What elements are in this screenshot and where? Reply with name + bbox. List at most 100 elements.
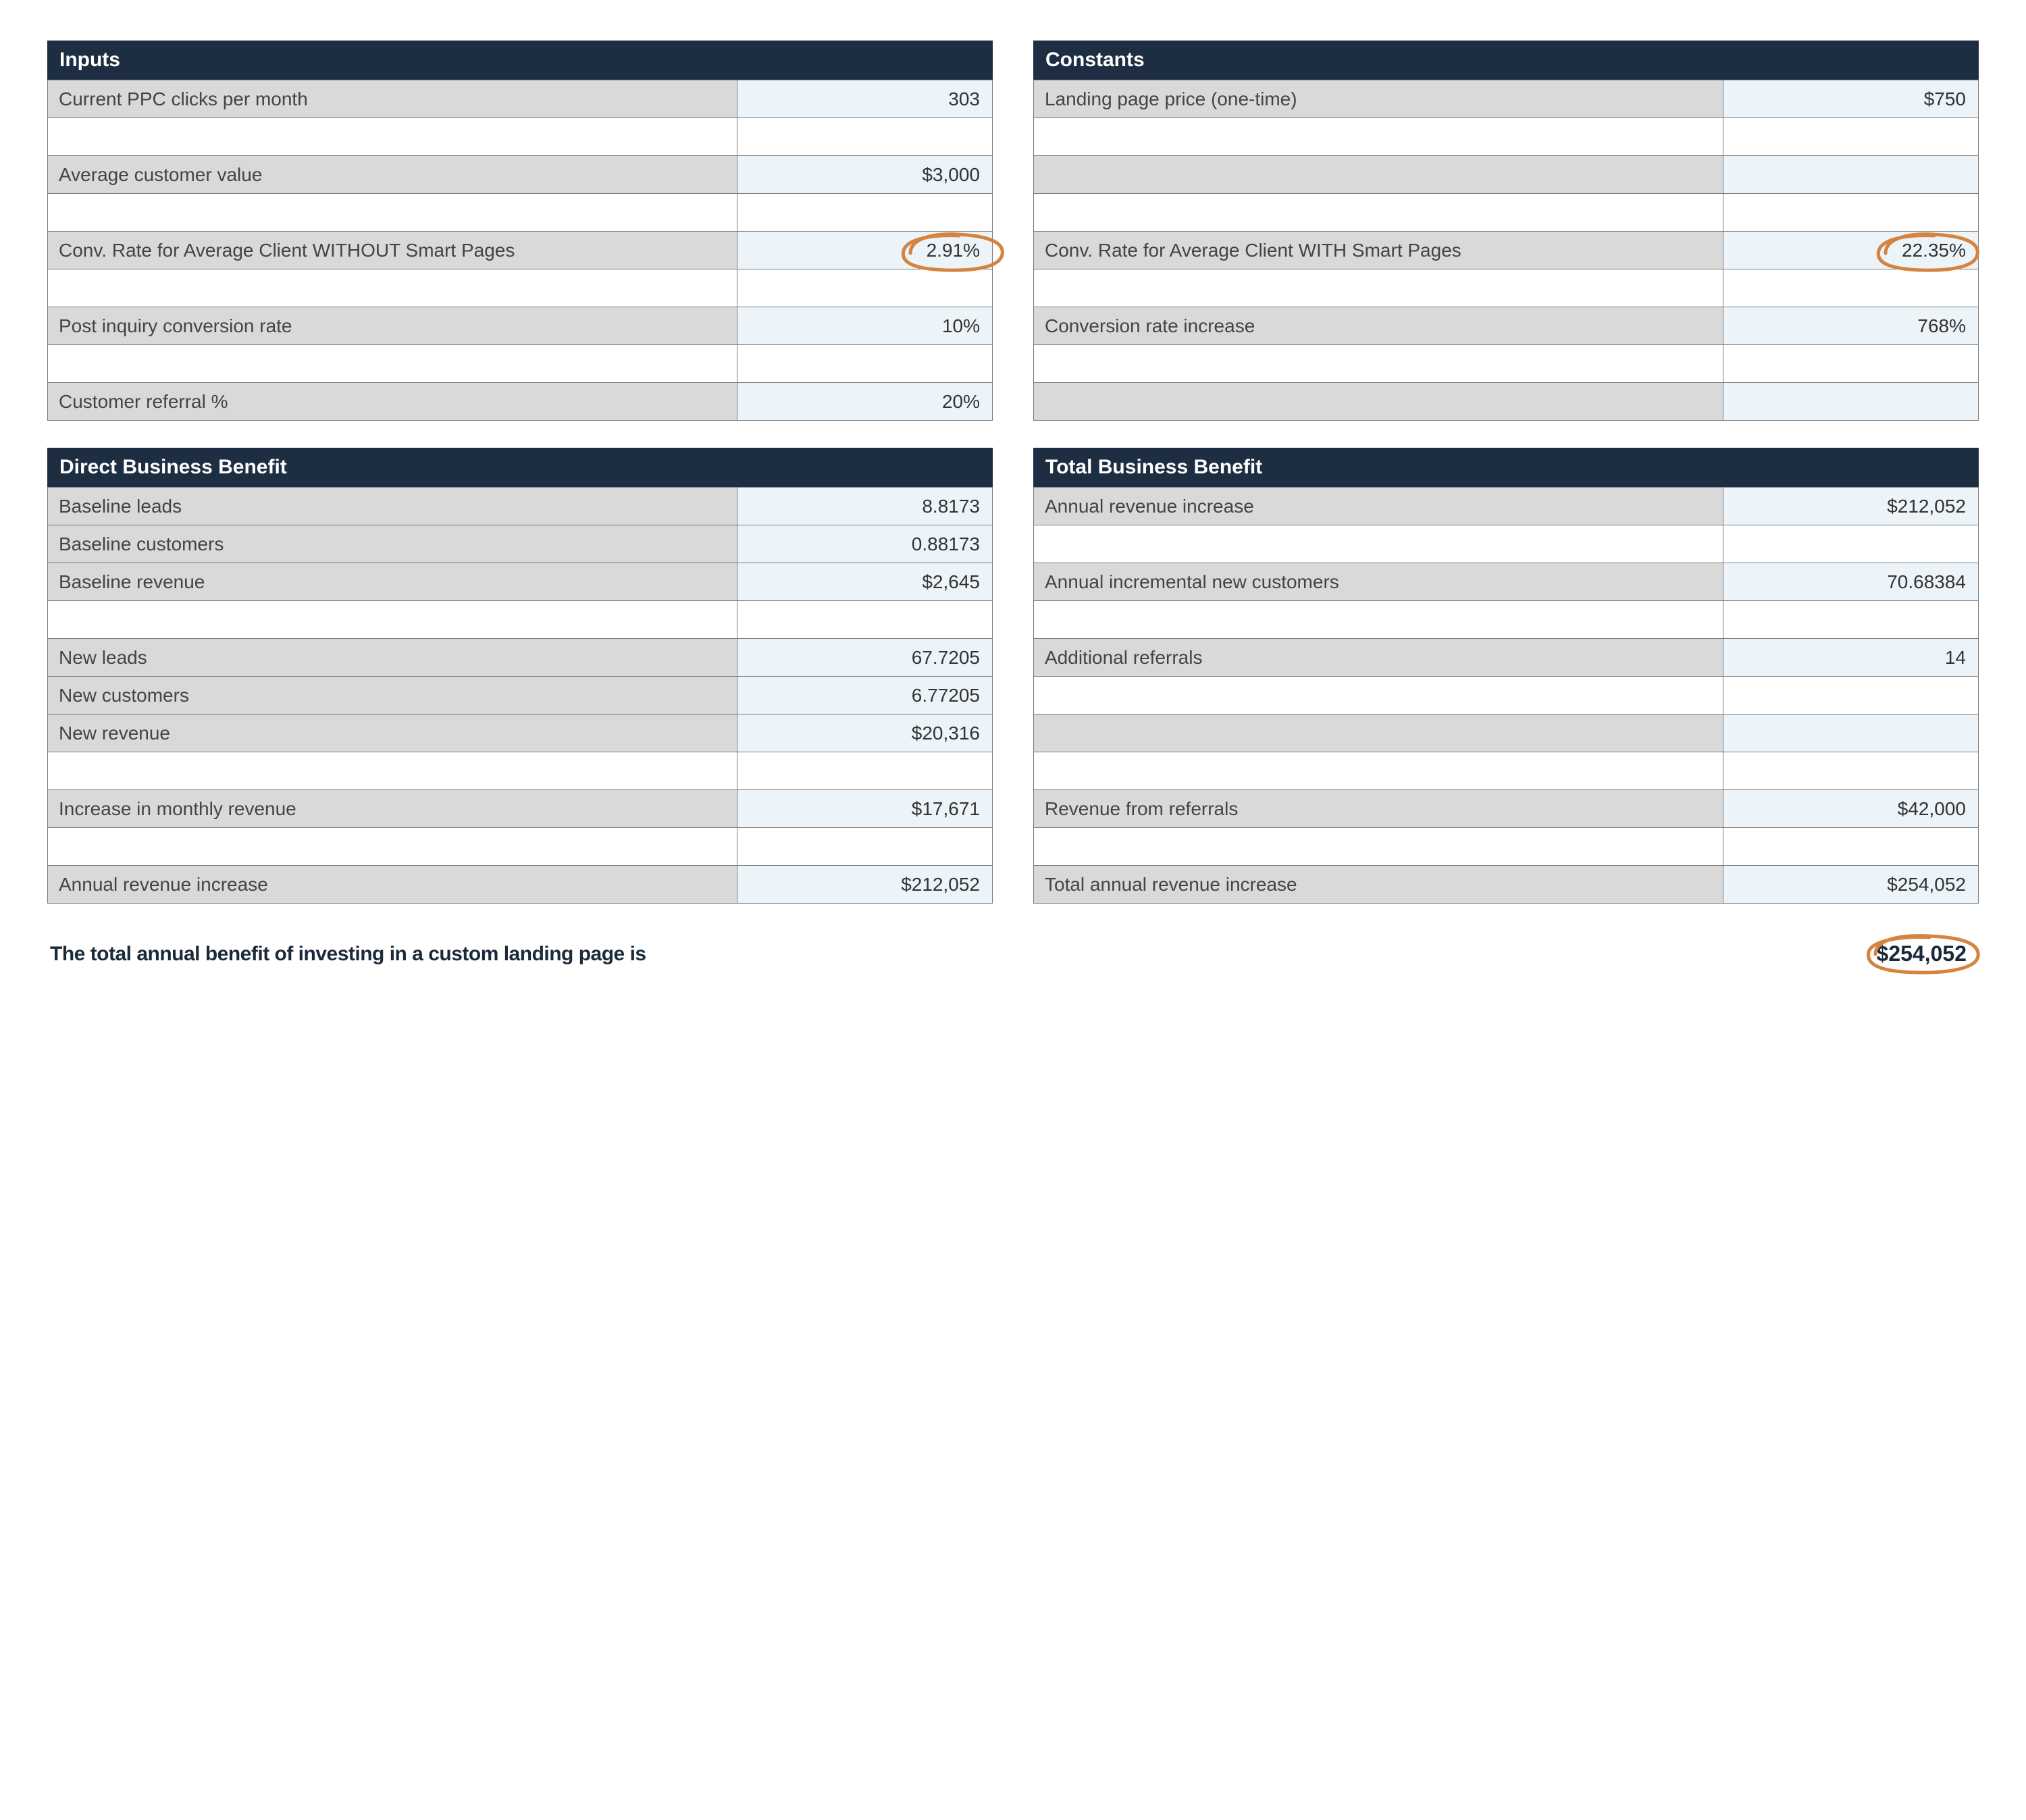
- row-value: 6.77205: [737, 677, 993, 714]
- spacer-cell: [737, 752, 993, 790]
- total-benefit-table: Annual revenue increase$212,052Annual in…: [1033, 487, 1979, 904]
- table-row: [1034, 828, 1979, 866]
- row-label: [1034, 156, 1723, 194]
- row-label: New leads: [48, 639, 737, 677]
- row-value: 303: [737, 80, 993, 118]
- row-label: Additional referrals: [1034, 639, 1723, 677]
- summary-value-text: $254,052: [1877, 941, 1967, 966]
- row-label: Conv. Rate for Average Client WITHOUT Sm…: [48, 232, 737, 269]
- row-value: 10%: [737, 307, 993, 345]
- spacer-cell: [48, 828, 737, 866]
- spacer-cell: [737, 828, 993, 866]
- row-value: $20,316: [737, 714, 993, 752]
- summary-text: The total annual benefit of investing in…: [50, 943, 646, 966]
- row-label: Increase in monthly revenue: [48, 790, 737, 828]
- row-value: 14: [1723, 639, 1979, 677]
- spacer-cell: [48, 752, 737, 790]
- row-label: [1034, 383, 1723, 421]
- table-row: [48, 118, 993, 156]
- value-wrap: 2.91%: [927, 240, 980, 261]
- row-value: $17,671: [737, 790, 993, 828]
- inputs-panel: Inputs Current PPC clicks per month303Av…: [47, 41, 993, 421]
- row-label: Current PPC clicks per month: [48, 80, 737, 118]
- spacer-cell: [1723, 194, 1979, 232]
- row-label: Baseline customers: [48, 525, 737, 563]
- row-label: Average customer value: [48, 156, 737, 194]
- table-row: Average customer value$3,000: [48, 156, 993, 194]
- row-label: Revenue from referrals: [1034, 790, 1723, 828]
- table-row: Customer referral %20%: [48, 383, 993, 421]
- row-label: Annual incremental new customers: [1034, 563, 1723, 601]
- row-label: Baseline revenue: [48, 563, 737, 601]
- row-value: [1723, 383, 1979, 421]
- table-row: Conv. Rate for Average Client WITHOUT Sm…: [48, 232, 993, 269]
- constants-title: Constants: [1033, 41, 1979, 80]
- spacer-cell: [1723, 677, 1979, 714]
- inputs-title: Inputs: [47, 41, 993, 80]
- table-row: [1034, 383, 1979, 421]
- table-row: Conv. Rate for Average Client WITH Smart…: [1034, 232, 1979, 269]
- spacer-cell: [1723, 752, 1979, 790]
- row-value: 0.88173: [737, 525, 993, 563]
- row-label: Total annual revenue increase: [1034, 866, 1723, 904]
- summary-value: $254,052: [1867, 937, 1976, 970]
- table-row: New revenue$20,316: [48, 714, 993, 752]
- total-benefit-title: Total Business Benefit: [1033, 448, 1979, 487]
- table-row: Current PPC clicks per month303: [48, 80, 993, 118]
- spacer-cell: [48, 269, 737, 307]
- table-row: [48, 269, 993, 307]
- row-value: $2,645: [737, 563, 993, 601]
- row-label: Post inquiry conversion rate: [48, 307, 737, 345]
- row-label: Annual revenue increase: [48, 866, 737, 904]
- row-value: 8.8173: [737, 488, 993, 525]
- inputs-table: Current PPC clicks per month303Average c…: [47, 80, 993, 421]
- table-row: New customers6.77205: [48, 677, 993, 714]
- spacer-cell: [1034, 194, 1723, 232]
- table-row: [1034, 714, 1979, 752]
- table-row: Revenue from referrals$42,000: [1034, 790, 1979, 828]
- row-value: 70.68384: [1723, 563, 1979, 601]
- total-benefit-panel: Total Business Benefit Annual revenue in…: [1033, 448, 1979, 904]
- row-value: $750: [1723, 80, 1979, 118]
- table-row: Conversion rate increase768%: [1034, 307, 1979, 345]
- spacer-cell: [737, 601, 993, 639]
- table-row: Annual revenue increase$212,052: [48, 866, 993, 904]
- table-row: [1034, 752, 1979, 790]
- row-label: Annual revenue increase: [1034, 488, 1723, 525]
- spacer-cell: [48, 118, 737, 156]
- row-value: [1723, 714, 1979, 752]
- table-row: Baseline leads8.8173: [48, 488, 993, 525]
- spacer-cell: [737, 345, 993, 383]
- spacer-cell: [1723, 345, 1979, 383]
- spacer-cell: [1034, 752, 1723, 790]
- table-row: Total annual revenue increase$254,052: [1034, 866, 1979, 904]
- spacer-cell: [737, 194, 993, 232]
- table-row: [48, 345, 993, 383]
- table-row: Post inquiry conversion rate10%: [48, 307, 993, 345]
- table-row: [48, 194, 993, 232]
- table-row: Increase in monthly revenue$17,671: [48, 790, 993, 828]
- table-row: [48, 752, 993, 790]
- table-row: [1034, 269, 1979, 307]
- row-value: $212,052: [737, 866, 993, 904]
- row-value: 20%: [737, 383, 993, 421]
- table-row: [48, 828, 993, 866]
- row-label: Conversion rate increase: [1034, 307, 1723, 345]
- spacer-cell: [1723, 118, 1979, 156]
- row-label: New customers: [48, 677, 737, 714]
- row-value: 22.35%: [1723, 232, 1979, 269]
- value-wrap: 22.35%: [1902, 240, 1966, 261]
- row-value: $3,000: [737, 156, 993, 194]
- row-label: Landing page price (one-time): [1034, 80, 1723, 118]
- spacer-cell: [1034, 828, 1723, 866]
- table-row: Landing page price (one-time)$750: [1034, 80, 1979, 118]
- spacer-cell: [737, 269, 993, 307]
- constants-table: Landing page price (one-time)$750 Conv. …: [1033, 80, 1979, 421]
- spacer-cell: [1723, 828, 1979, 866]
- row-value: $254,052: [1723, 866, 1979, 904]
- spacer-cell: [737, 118, 993, 156]
- table-row: [1034, 156, 1979, 194]
- table-row: Baseline revenue$2,645: [48, 563, 993, 601]
- table-row: Baseline customers0.88173: [48, 525, 993, 563]
- row-label: Conv. Rate for Average Client WITH Smart…: [1034, 232, 1723, 269]
